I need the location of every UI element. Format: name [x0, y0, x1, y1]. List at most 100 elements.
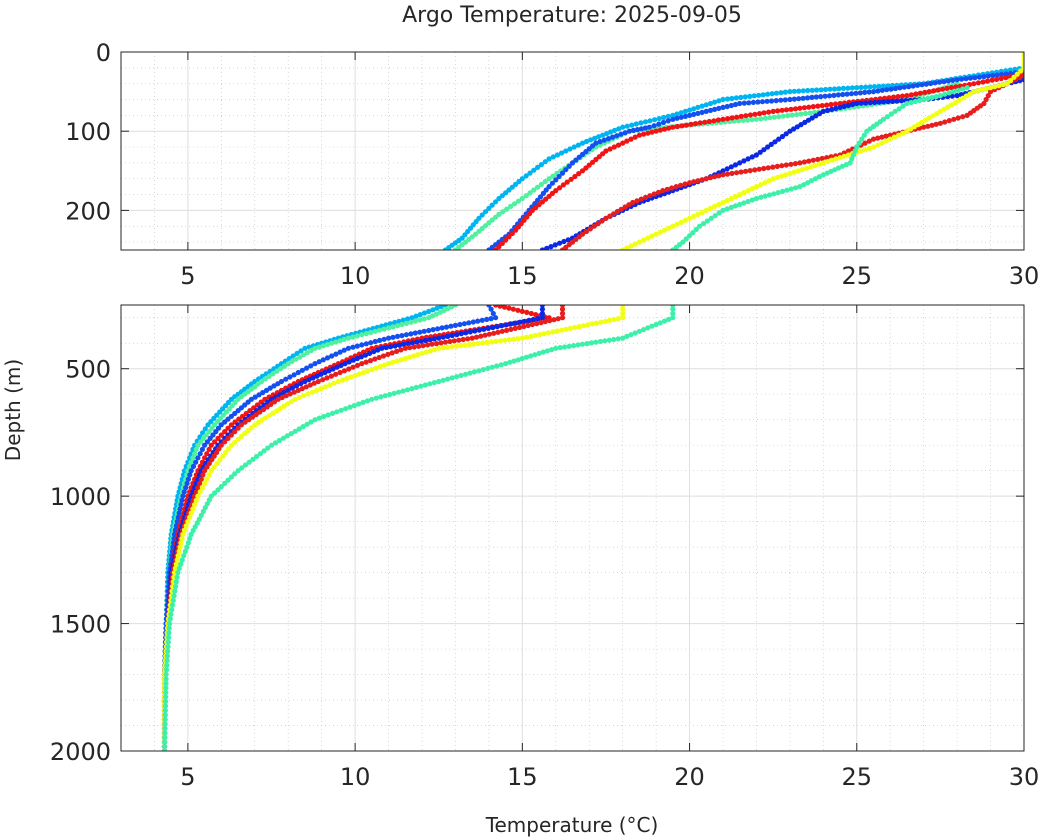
profile-6-point [611, 211, 617, 217]
profile-8-point [861, 132, 867, 138]
profile-8-point [494, 363, 500, 369]
profile-8-point [166, 621, 173, 627]
profile-3-point [390, 334, 396, 340]
profile-3-point [967, 75, 974, 81]
profile-8-point [540, 349, 546, 355]
profile-6-point [810, 157, 816, 163]
profile-5-point [753, 152, 760, 158]
profile-3-point [195, 455, 201, 461]
profile-2-point [329, 340, 335, 346]
profile-5-point [776, 136, 782, 142]
profile-5-point [880, 99, 887, 105]
profile-3-point [936, 79, 943, 85]
profile-5-point [326, 368, 332, 374]
profile-3-point [656, 121, 662, 127]
profile-6-point [447, 338, 453, 345]
profile-3-point [724, 103, 730, 110]
profile-1-point [872, 84, 878, 90]
profile-4-point [806, 104, 812, 110]
profile-8-point [553, 345, 559, 351]
profile-8-point [854, 144, 860, 150]
profile-7-point [657, 229, 663, 235]
profile-3-point [778, 97, 784, 103]
profile-6-point [695, 178, 701, 184]
profile-5-point [334, 364, 340, 370]
profile-7-point [645, 235, 651, 241]
profile-4-point [706, 118, 712, 125]
profile-3-point [417, 329, 423, 335]
profile-3-point [452, 322, 458, 328]
profile-7-point [585, 322, 591, 328]
profile-8-point [628, 332, 634, 338]
profile-2-point [308, 347, 314, 354]
profile-6-point [420, 343, 426, 349]
profile-2-point [508, 203, 514, 209]
profile-7-point [607, 317, 613, 323]
profile-1-point [818, 87, 824, 93]
profile-3-point [556, 173, 562, 180]
profile-2-point [403, 320, 409, 326]
profile-7-point [716, 201, 722, 208]
profile-3-point [486, 247, 492, 250]
profile-4-point [828, 101, 834, 108]
profile-7-point [820, 160, 826, 166]
profile-1-point [550, 154, 556, 160]
profile-7-point [996, 83, 1002, 89]
profile-2-point [531, 187, 537, 193]
profile-7-point [356, 371, 362, 377]
profile-4-point [891, 94, 897, 100]
profile-6-point [743, 168, 749, 174]
profile-2-point [758, 116, 764, 122]
profile-8-point [208, 493, 214, 499]
profile-6-point [235, 425, 241, 431]
profile-7-point [791, 169, 797, 175]
profile-7-point [524, 334, 530, 340]
profile-3-point [720, 104, 726, 110]
profile-7-point [427, 348, 433, 354]
profile-3-point [546, 184, 552, 190]
profile-4-point [971, 81, 977, 87]
profile-6-point [225, 435, 231, 441]
profile-4-point [989, 77, 995, 83]
profile-8-point [257, 451, 263, 457]
profile-8-point [422, 382, 428, 388]
profile-6-point [354, 362, 361, 368]
profile-8-point [528, 353, 534, 359]
profile-3-point [267, 385, 273, 391]
profile-7-point [563, 326, 569, 332]
profile-6-point [801, 159, 808, 165]
profile-7-point [845, 152, 852, 158]
profile-6-point [946, 118, 952, 124]
profile-8-point [413, 384, 419, 390]
profile-4-point [756, 111, 763, 117]
profile-4-point [225, 425, 231, 431]
profile-8-point [454, 374, 460, 380]
profile-4-point [493, 305, 499, 308]
profile-4-point [506, 234, 512, 240]
profile-1-point [682, 108, 689, 114]
profile-1-point [691, 106, 697, 112]
profile-2-point [546, 176, 552, 182]
profile-8-point [852, 148, 858, 154]
profile-5-point [824, 107, 831, 113]
profile-7-point [783, 172, 789, 178]
profile-3-point [879, 87, 885, 93]
profile-1-point [434, 305, 440, 311]
profile-6-point [824, 155, 830, 161]
profile-3-point [897, 85, 903, 91]
profile-4-point [729, 115, 735, 121]
profile-6-point [951, 116, 957, 122]
profile-7-point [449, 344, 455, 350]
profile-7-point [502, 337, 508, 343]
profile-3-point [831, 92, 837, 98]
x-tick-label: 5 [180, 262, 195, 290]
profile-3-point [822, 93, 828, 99]
profile-7-point [732, 193, 739, 200]
lower-plot-area [121, 305, 1024, 751]
profile-1-point [769, 91, 775, 97]
profile-6-point [538, 320, 544, 326]
profile-7-point [816, 161, 822, 167]
profile-7-point [620, 315, 626, 321]
profile-7-point [799, 166, 806, 173]
profile-5-point [362, 352, 369, 358]
